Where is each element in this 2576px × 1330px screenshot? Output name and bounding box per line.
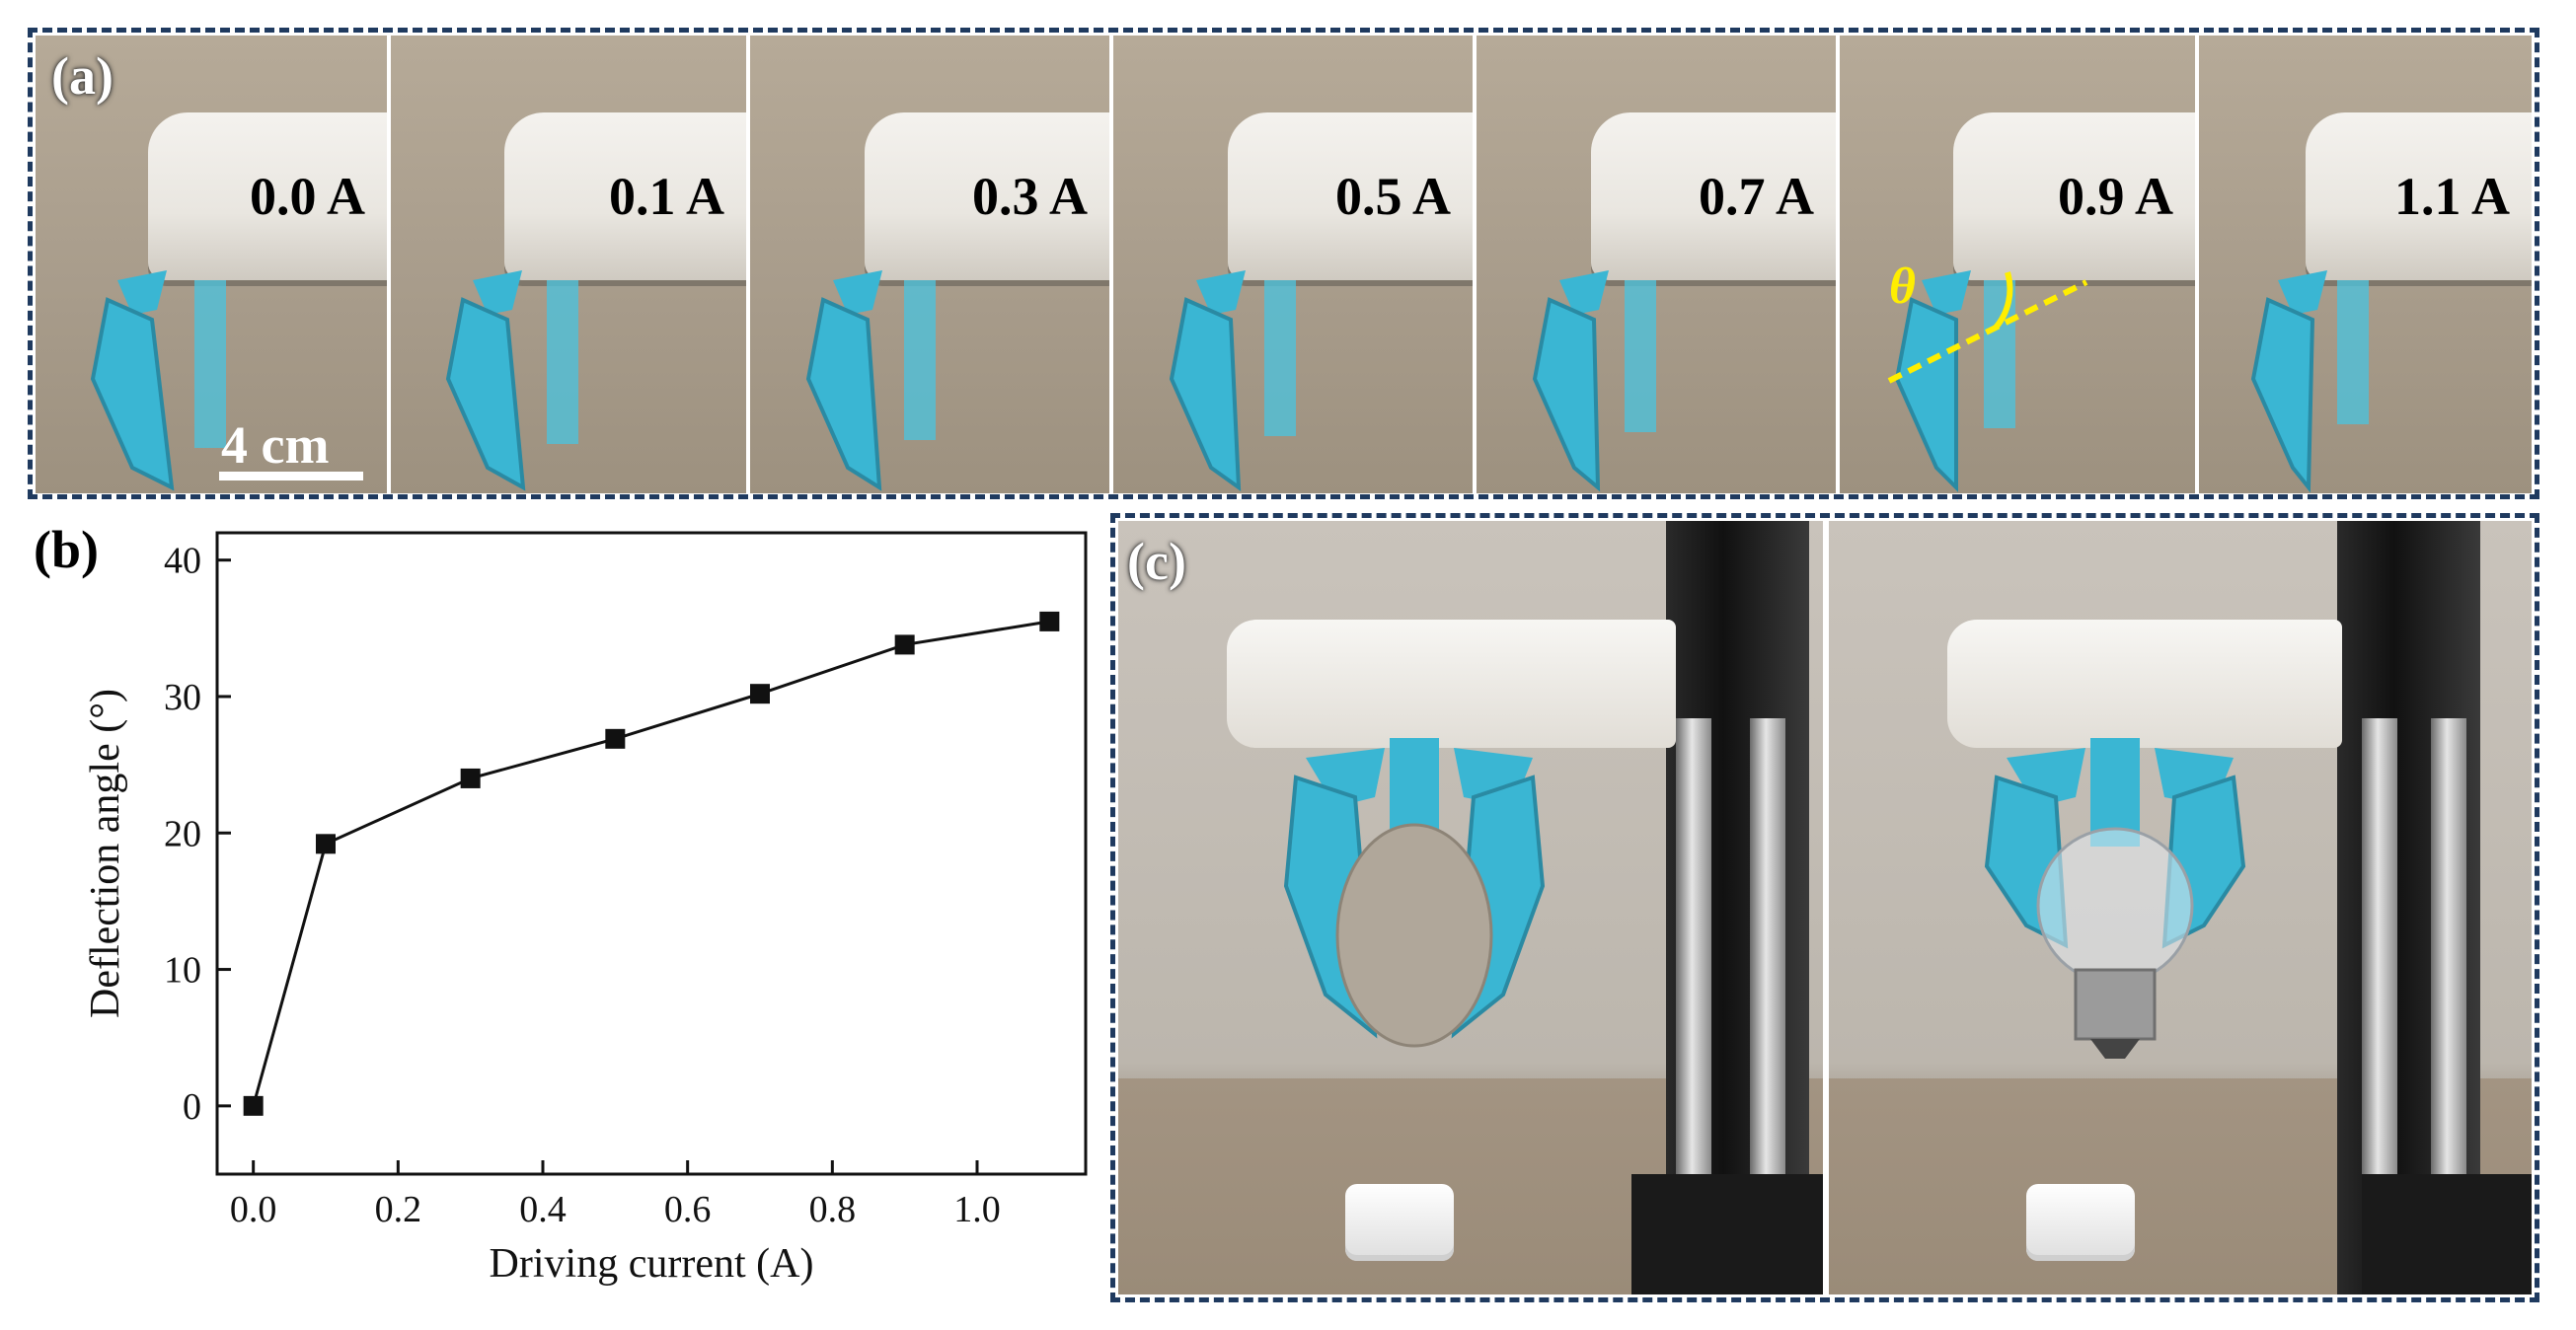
y-axis-ticks: 0 10 20 30 40: [164, 541, 231, 1128]
gripper-base: [1591, 112, 1836, 280]
y-tick-label: 0: [183, 1086, 201, 1128]
current-label: 0.9 A: [2057, 167, 2173, 226]
x-tick-label: 0.0: [230, 1189, 277, 1230]
panel-a-label: (a): [51, 46, 114, 106]
data-point: [316, 834, 336, 854]
current-label: 0.3 A: [971, 167, 1088, 226]
gripper-base: [1953, 112, 2195, 280]
gripper-base: [1228, 112, 1473, 280]
current-label: 1.1 A: [2393, 167, 2510, 226]
gripper-base: [1227, 620, 1676, 748]
current-label: 0.0 A: [249, 167, 365, 226]
gripper-fingers: [446, 270, 579, 491]
y-tick-label: 10: [164, 950, 201, 992]
lift-stand-base: [1631, 1174, 1823, 1294]
current-label: 0.1 A: [608, 167, 724, 226]
gripper-base: [147, 112, 387, 280]
gripper-frame-0: 0.0 A: [36, 36, 387, 493]
data-point: [243, 1095, 264, 1116]
plot-area-frame: [215, 531, 1088, 1176]
data-point: [1039, 611, 1060, 631]
x-tick-label: 0.4: [519, 1189, 567, 1230]
gripper-frame-3: 0.5 A: [1113, 36, 1473, 493]
data-points: [243, 611, 1060, 1116]
x-tick-label: 1.0: [953, 1189, 1001, 1230]
bottle-cap: [2026, 1184, 2135, 1261]
y-tick-label: 20: [164, 813, 201, 854]
current-label: 0.5 A: [1334, 167, 1451, 226]
current-label: 0.7 A: [1698, 167, 1814, 226]
gripper-frame-4: 0.7 A: [1477, 36, 1836, 493]
gripper-holding-bulb: [1984, 738, 2246, 1059]
lift-stand-base: [2362, 1174, 2532, 1294]
gripper-fingers: [90, 270, 226, 491]
y-axis-title: Deflection angle (°): [83, 689, 128, 1018]
gripper-frame-5: 0.9 A θ: [1840, 36, 2195, 493]
angle-theta-label: θ: [1889, 259, 1916, 315]
scale-bar-label: 4 cm: [221, 415, 330, 475]
data-point: [894, 634, 915, 655]
data-point: [750, 684, 770, 704]
gripper-fingers: [1169, 270, 1296, 492]
panel-b-label: (b): [34, 520, 99, 579]
gripper-base: [865, 112, 1109, 280]
series-line: [252, 620, 1050, 1107]
gripper-base: [504, 112, 746, 280]
gripper-frame-2: 0.3 A: [750, 36, 1109, 493]
panel-a-frame: [28, 28, 2539, 499]
x-axis-title: Driving current (A): [490, 1241, 814, 1287]
egg: [1335, 823, 1493, 1048]
gripper-fingers: [2251, 270, 2370, 493]
gripper-fingers: [1532, 270, 1656, 492]
deflection-angle-chart: 0.0 0.2 0.4 0.6 0.8 1.0 0 10 20 30 40 Driving cur…: [83, 531, 1088, 1287]
y-tick-label: 30: [164, 677, 201, 718]
x-tick-label: 0.8: [809, 1189, 857, 1230]
photo-gripper-egg: [1118, 521, 1823, 1294]
gripper-frame-1: 0.1 A: [391, 36, 746, 493]
gripper-holding-egg: [1283, 738, 1546, 1048]
scale-bar: [219, 472, 363, 480]
data-point: [605, 728, 626, 749]
angle-guide-lines: [1887, 271, 2088, 384]
x-tick-label: 0.2: [375, 1189, 422, 1230]
gripper-fingers: [805, 270, 936, 491]
x-tick-label: 0.6: [664, 1189, 712, 1230]
y-tick-label: 40: [164, 541, 201, 582]
gripper-frame-6: 1.1 A: [2199, 36, 2532, 493]
data-point: [460, 768, 481, 788]
gripper-base: [2305, 112, 2532, 280]
panel-c-label: (c): [1127, 532, 1186, 591]
x-axis-ticks: 0.0 0.2 0.4 0.6 0.8 1.0: [230, 1160, 1001, 1230]
panel-c-frame: [1110, 513, 2539, 1302]
photo-gripper-bulb: [1829, 521, 2532, 1294]
gripper-base: [1947, 620, 2342, 748]
bottle-cap: [1345, 1184, 1454, 1261]
light-bulb: [2036, 827, 2194, 985]
